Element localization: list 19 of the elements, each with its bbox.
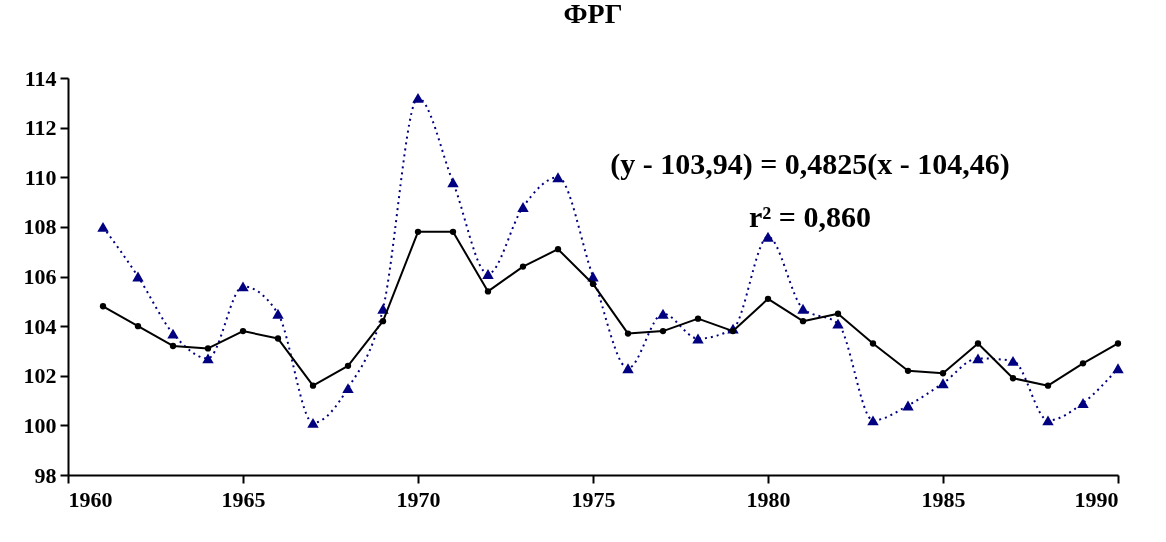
annotation: (y - 103,94) = 0,4825(x - 104,46) xyxy=(610,147,1010,181)
x-tick-label: 1975 xyxy=(571,486,616,512)
x-tick-label: 1965 xyxy=(221,486,266,512)
y-tick-label: 102 xyxy=(23,363,57,389)
y-tick-label: 110 xyxy=(24,164,57,190)
y-tick-label: 114 xyxy=(24,65,57,91)
x-tick-label: 1960 xyxy=(68,486,113,512)
y-tick-label: 108 xyxy=(23,214,57,240)
y-tick-label: 112 xyxy=(24,115,57,141)
x-tick-label: 1985 xyxy=(921,486,966,512)
y-tick-label: 100 xyxy=(23,412,57,438)
x-tick-label: 1990 xyxy=(1074,486,1119,512)
y-tick-label: 106 xyxy=(23,264,57,289)
x-tick-label: 1970 xyxy=(396,486,441,512)
x-tick-label: 1980 xyxy=(746,486,791,512)
annotation: r² = 0,860 xyxy=(749,200,871,233)
chart-title: ФРГ xyxy=(563,0,623,29)
y-tick-label: 104 xyxy=(23,313,57,339)
y-tick-label: 98 xyxy=(34,462,57,488)
